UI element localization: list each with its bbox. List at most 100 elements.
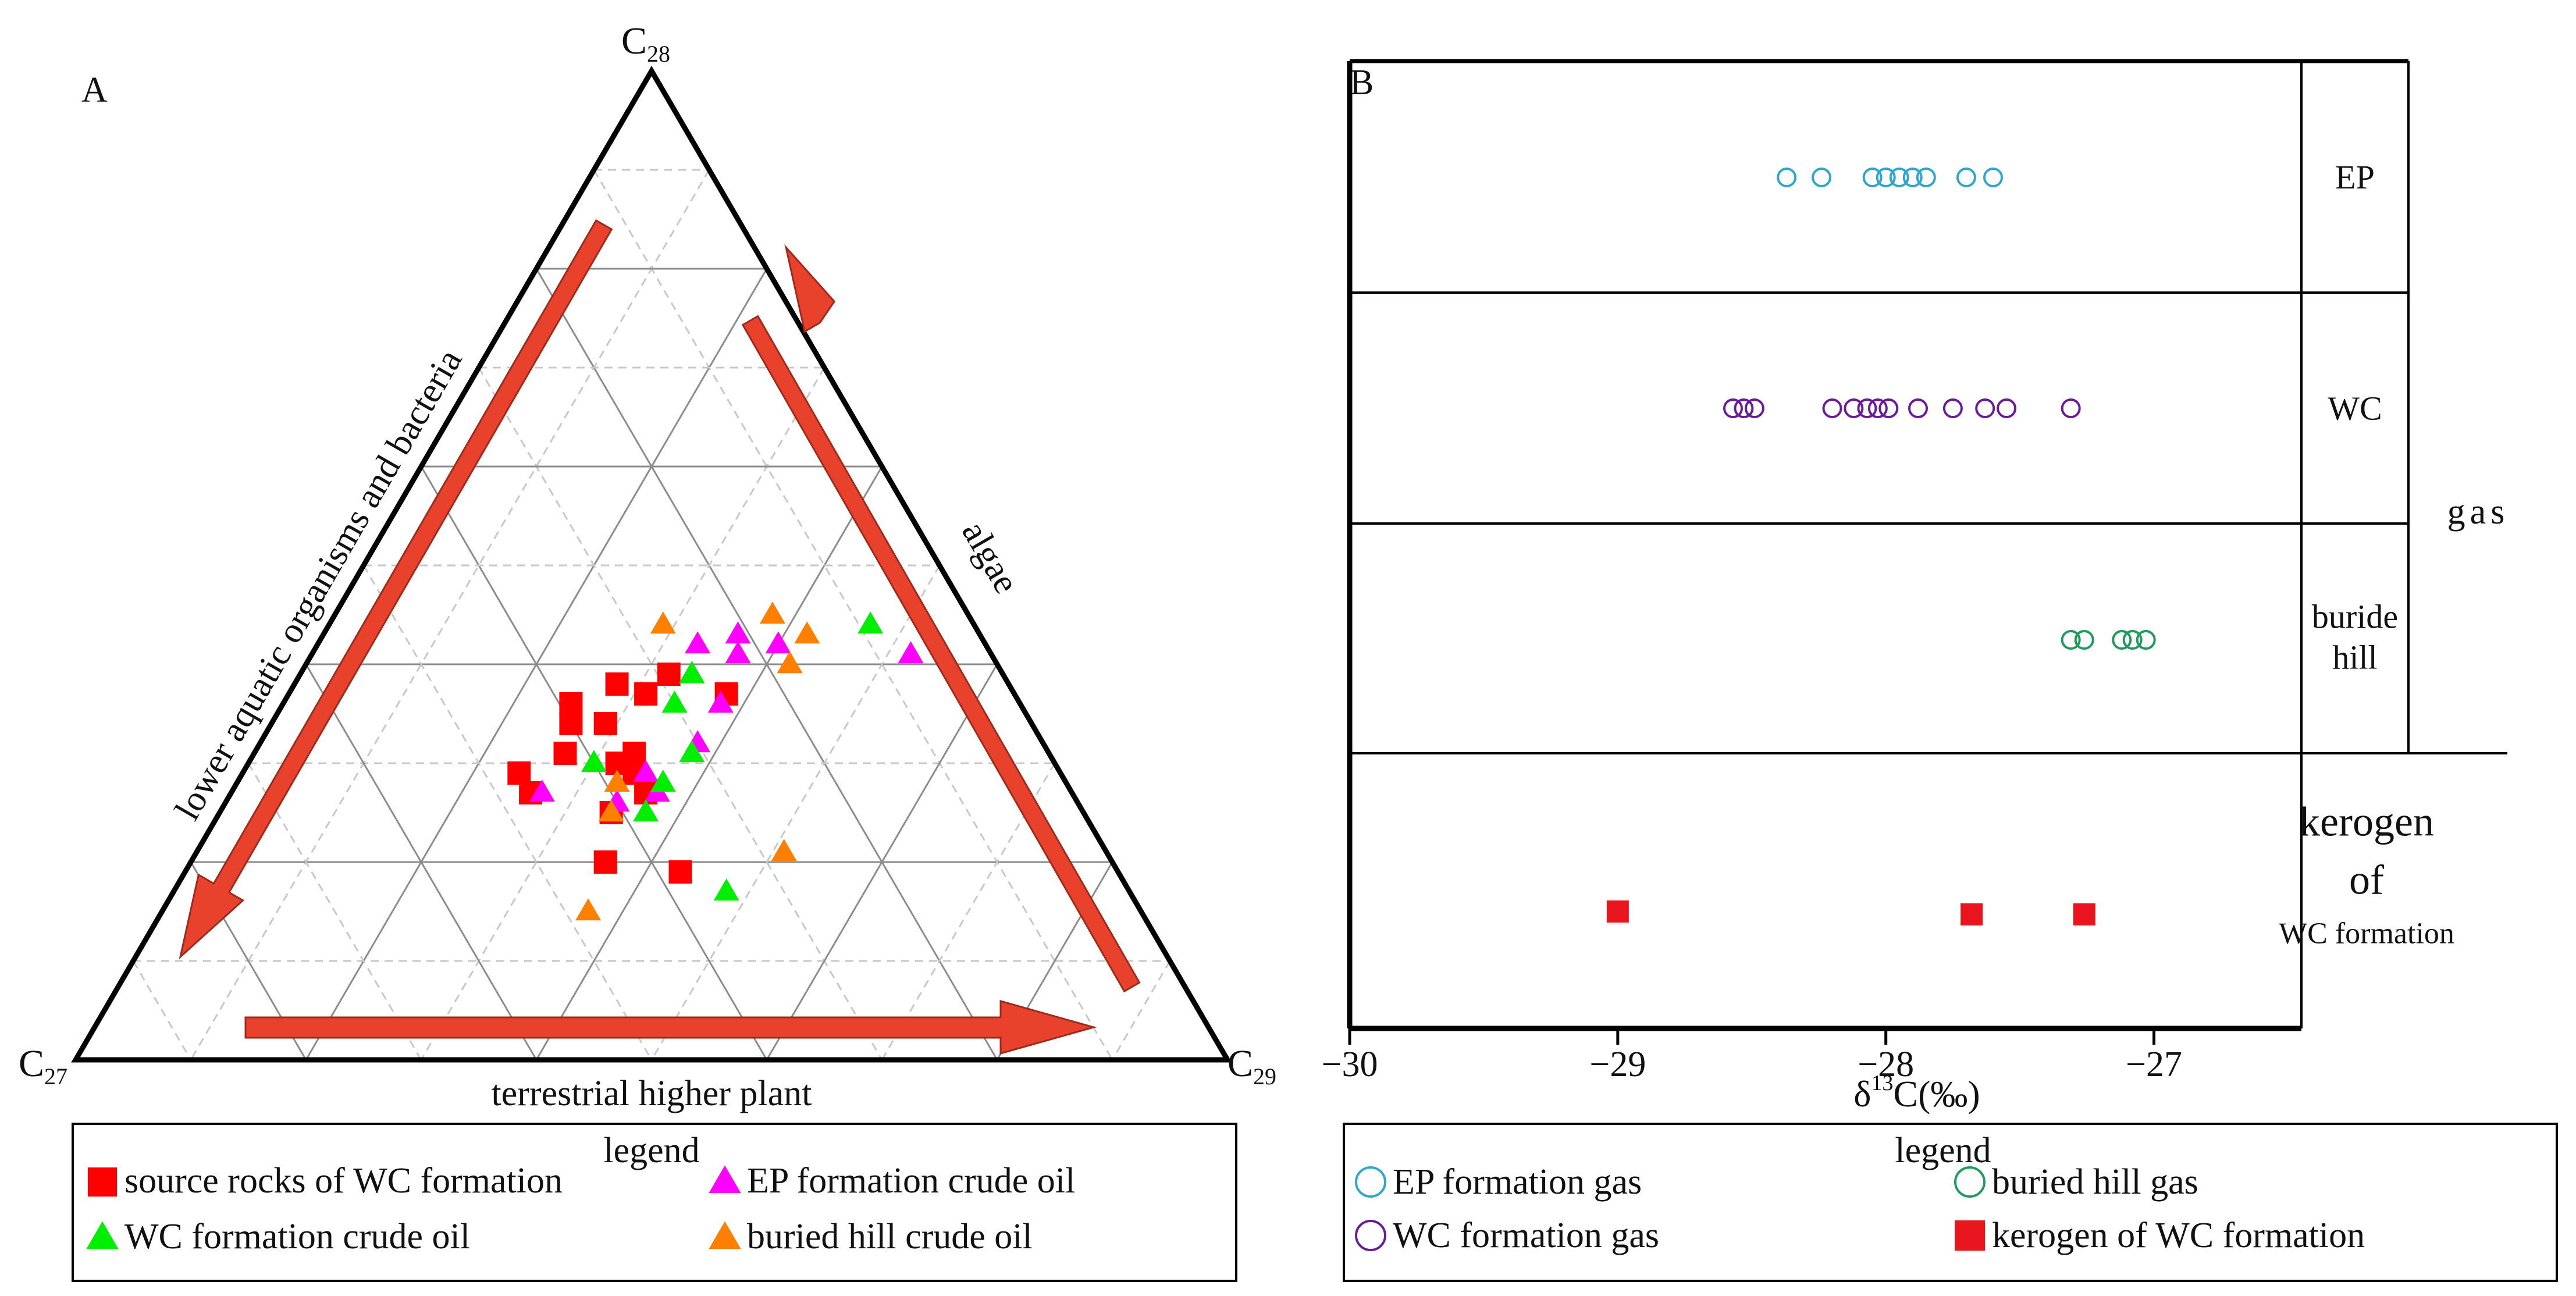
strip-x-axis: −30 −29 −28 −27: [1322, 1028, 2182, 1084]
arrow-right-down: [741, 315, 1141, 993]
point-wc-formation-crude-oil-1: [858, 611, 884, 634]
point-source-rocks-of-wc-formation-4: [634, 682, 658, 706]
x-tick-label-2: −28: [1858, 1045, 1914, 1084]
point-ep-formation-crude-oil-1: [765, 631, 791, 654]
point-wc-formation-gas-4: [1844, 398, 1864, 418]
point-buried-hill-crude-oil-7: [575, 898, 602, 921]
point-ep-formation-gas-5: [1902, 168, 1923, 187]
legend-a-marker-buried-hill-crude-oil: [709, 1221, 741, 1249]
legend-b-label-ep-formation-gas: EP formation gas: [1393, 1162, 1642, 1202]
annotation-terrestrial: terrestrial higher plant: [492, 1074, 812, 1113]
point-ep-formation-crude-oil-3: [725, 641, 751, 664]
point-ep-formation-gas-3: [1876, 168, 1896, 187]
legend-a-box: [72, 1123, 1237, 1282]
point-wc-formation-gas-11: [1997, 398, 2017, 418]
row-label-buried-hill-gas-line-0: buride: [2312, 598, 2398, 636]
legend-b-label-buried-hill-gas: buried hill gas: [1992, 1162, 2198, 1202]
point-wc-formation-gas-5: [1857, 398, 1877, 418]
point-wc-formation-gas-0: [1723, 398, 1744, 418]
vertex-label-left: C27: [19, 1042, 67, 1090]
gridline-c29-30: [420, 367, 826, 1060]
point-ep-formation-gas-2: [1862, 168, 1883, 187]
point-source-rocks-of-wc-formation-9: [559, 692, 583, 715]
point-buried-hill-crude-oil-2: [777, 651, 803, 674]
group-label-gas: gas: [2447, 492, 2510, 532]
legend-b-entries: EP formation gas buried hill gas WC format…: [1355, 1162, 2365, 1255]
point-source-rocks-of-wc-formation-8: [593, 712, 617, 735]
legend-a-marker-source-rocks-of-wc-formation: [88, 1167, 117, 1197]
arrow-left-down: [179, 219, 613, 960]
gridline-c29-90: [1111, 960, 1171, 1060]
legend-a-marker-ep-formation-crude-oil: [709, 1165, 741, 1193]
point-source-rocks-of-wc-formation-3: [605, 672, 629, 696]
gridline-c27-50: [362, 565, 653, 1060]
legend-b-marker-kerogen-of-wc-formation: [1955, 1220, 1985, 1251]
x-axis-label: δ13C(‰): [1853, 1071, 1980, 1115]
point-buried-hill-crude-oil-4: [650, 611, 676, 634]
panel-label-b: B: [1350, 63, 1374, 102]
row-label-buried-hill-gas-line-1: hill: [2332, 639, 2377, 677]
point-ep-formation-crude-oil-8: [633, 760, 659, 782]
point-wc-formation-crude-oil-0: [713, 878, 739, 901]
ternary-panel: A C28 C27 C29 lower aquatic organisms an…: [19, 20, 1276, 1282]
legend-a-marker-wc-formation-crude-oil: [86, 1221, 119, 1249]
annotation-algae: algae: [954, 514, 1026, 600]
point-source-rocks-of-wc-formation-2: [657, 663, 681, 686]
ternary-points: [507, 601, 924, 921]
point-buried-hill-gas-2: [2112, 630, 2132, 650]
row-label-kerogen-of-wc-formation-line-1: of: [2349, 857, 2384, 903]
point-source-rocks-of-wc-formation-14: [507, 761, 531, 785]
vertex-label-right: C29: [1227, 1042, 1276, 1090]
legend-b-marker-buried-hill-gas: [1954, 1166, 1986, 1198]
gridline-c29-10: [190, 169, 710, 1060]
point-buried-hill-crude-oil-1: [794, 621, 820, 644]
arrow-right-up: [784, 244, 836, 333]
legend-a-title: legend: [603, 1131, 699, 1170]
point-buried-hill-crude-oil-5: [598, 799, 624, 822]
point-buried-hill-gas-4: [2136, 630, 2156, 650]
strip-points: [1606, 168, 2156, 925]
point-buried-hill-gas-1: [2074, 630, 2094, 650]
point-wc-formation-crude-oil-3: [661, 690, 688, 713]
point-wc-formation-gas-7: [1878, 398, 1899, 418]
annotation-lower-aquatic: lower aquatic organisms and bacteria: [168, 343, 470, 827]
legend-b-title: legend: [1895, 1131, 1991, 1170]
legend-b: legend EP formation gas buried hill gas WC…: [1343, 1123, 2558, 1282]
point-buried-hill-crude-oil-6: [604, 770, 630, 792]
gridline-c27-30: [478, 367, 883, 1060]
row-label-ep: EP: [2335, 158, 2375, 196]
point-ep-formation-crude-oil-11: [529, 779, 555, 802]
point-wc-formation-crude-oil-4: [679, 740, 705, 763]
x-tick-label-3: −27: [2126, 1045, 2182, 1084]
point-ep-formation-crude-oil-4: [685, 631, 711, 654]
point-source-rocks-of-wc-formation-7: [559, 712, 583, 735]
legend-b-label-kerogen-of-wc-formation: kerogen of WC formation: [1992, 1216, 2365, 1255]
point-wc-formation-crude-oil-6: [633, 799, 659, 822]
legend-b-label-wc-formation-gas: WC formation gas: [1393, 1216, 1659, 1255]
point-wc-formation-crude-oil-2: [679, 661, 705, 683]
point-ep-formation-crude-oil-6: [707, 690, 734, 713]
legend-a-label-source-rocks-of-wc-formation: source rocks of WC formation: [124, 1161, 563, 1201]
ternary-triangle-outline: [71, 66, 1232, 1063]
legend-a: legend source rocks of WC formation EP fo…: [72, 1123, 1237, 1282]
point-ep-formation-crude-oil-0: [898, 641, 924, 664]
point-wc-formation-gas-3: [1822, 398, 1842, 418]
point-source-rocks-of-wc-formation-16: [668, 860, 692, 884]
gridline-c29-60: [766, 664, 998, 1060]
point-buried-hill-gas-3: [2122, 630, 2143, 650]
legend-a-label-buried-hill-crude-oil: buried hill crude oil: [747, 1217, 1033, 1256]
point-kerogen-of-wc-formation-0: [1606, 900, 1629, 923]
row-label-wc: WC: [2328, 390, 2382, 428]
point-ep-formation-gas-4: [1889, 168, 1909, 187]
point-source-rocks-of-wc-formation-10: [553, 742, 577, 765]
legend-a-label-ep-formation-crude-oil: EP formation crude oil: [747, 1161, 1075, 1201]
point-wc-formation-gas-12: [2061, 398, 2081, 418]
point-wc-formation-gas-2: [1744, 398, 1764, 418]
point-kerogen-of-wc-formation-2: [2073, 903, 2095, 925]
row-label-kerogen-of-wc-formation-line-2: WC formation: [2279, 917, 2454, 950]
row-label-kerogen-of-wc-formation-line-0: kerogen: [2299, 799, 2434, 845]
point-ep-formation-gas-1: [1812, 168, 1832, 187]
legend-a-entries: source rocks of WC formation EP formation…: [86, 1161, 1075, 1256]
x-tick-label-1: −29: [1589, 1045, 1646, 1084]
